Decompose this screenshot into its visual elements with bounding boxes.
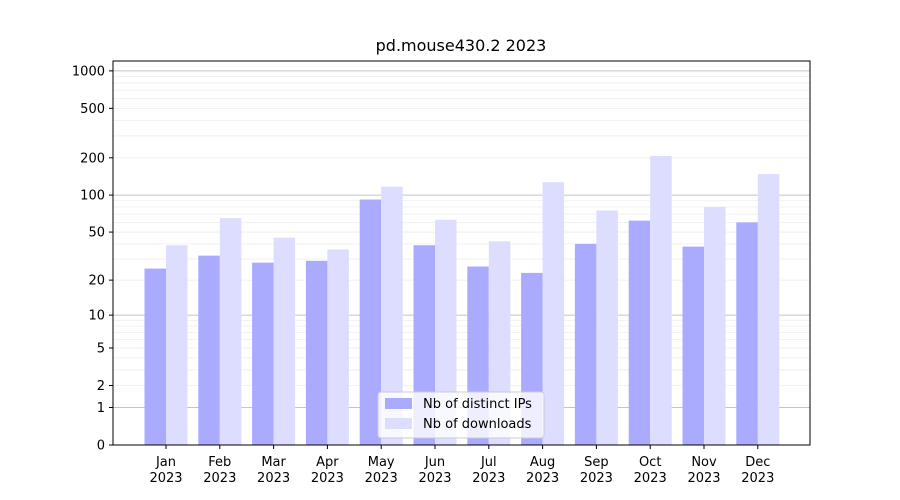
y-tick-label: 20 bbox=[88, 274, 105, 289]
bar-distinct-ips bbox=[252, 262, 274, 445]
bar-distinct-ips bbox=[198, 255, 220, 445]
bar-downloads bbox=[273, 237, 296, 445]
chart-title: pd.mouse430.2 2023 bbox=[376, 36, 547, 55]
bar-distinct-ips bbox=[682, 246, 704, 445]
x-tick-label: Jan bbox=[155, 455, 176, 470]
x-tick-label: 2023 bbox=[203, 471, 236, 486]
legend-box bbox=[377, 391, 545, 439]
x-tick-label: Sep bbox=[584, 455, 609, 470]
x-tick-label: Feb bbox=[208, 455, 231, 470]
x-tick-label: 2023 bbox=[257, 471, 290, 486]
x-tick-label: 2023 bbox=[580, 471, 613, 486]
x-tick-label: 2023 bbox=[311, 471, 344, 486]
x-tick-label: 2023 bbox=[149, 471, 182, 486]
bar-downloads bbox=[596, 210, 618, 445]
y-tick-label: 100 bbox=[80, 189, 105, 204]
x-tick-label: Apr bbox=[316, 455, 339, 470]
legend: Nb of distinct IPs Nb of downloads bbox=[377, 391, 545, 439]
legend-label-distinct-ips: Nb of distinct IPs bbox=[423, 397, 532, 412]
bar-distinct-ips bbox=[359, 199, 382, 445]
x-tick-label: Dec bbox=[745, 455, 770, 470]
x-axis: Jan2023Feb2023Mar2023Apr2023May2023Jun20… bbox=[149, 445, 774, 486]
y-tick-label: 1 bbox=[97, 401, 105, 416]
x-tick-label: May bbox=[368, 455, 395, 470]
x-tick-label: Oct bbox=[639, 455, 661, 470]
x-tick-label: 2023 bbox=[687, 471, 720, 486]
x-tick-label: 2023 bbox=[741, 471, 774, 486]
x-tick-label: 2023 bbox=[526, 471, 559, 486]
bar-downloads bbox=[542, 182, 565, 445]
x-tick-label: Jun bbox=[424, 455, 445, 470]
y-tick-label: 50 bbox=[88, 226, 105, 241]
plot-frame bbox=[112, 60, 811, 446]
x-tick-label: Nov bbox=[691, 455, 717, 470]
bar-distinct-ips bbox=[574, 243, 597, 445]
bar-downloads bbox=[166, 245, 188, 445]
bar-downloads bbox=[650, 155, 672, 445]
bar-downloads bbox=[381, 186, 403, 445]
y-tick-label: 0 bbox=[97, 439, 105, 454]
bar-downloads bbox=[435, 219, 457, 445]
bar-distinct-ips bbox=[305, 260, 328, 445]
bar-distinct-ips bbox=[628, 220, 651, 445]
x-tick-label: Jul bbox=[480, 455, 497, 470]
y-tick-label: 2 bbox=[97, 379, 105, 394]
x-tick-label: 2023 bbox=[418, 471, 451, 486]
y-axis: 0 1 2 5 10 20 50 100 200 500 1000 bbox=[72, 64, 113, 454]
y-tick-label: 1000 bbox=[72, 64, 105, 79]
bar-downloads bbox=[327, 249, 349, 445]
x-tick-label: 2023 bbox=[634, 471, 667, 486]
bar-downloads bbox=[219, 218, 242, 445]
legend-swatch-downloads bbox=[385, 418, 412, 429]
bar-distinct-ips bbox=[144, 268, 166, 445]
x-tick-label: 2023 bbox=[365, 471, 398, 486]
legend-label-downloads: Nb of downloads bbox=[423, 417, 532, 432]
x-tick-label: Aug bbox=[530, 455, 555, 470]
bars bbox=[144, 155, 780, 445]
bar-downloads bbox=[757, 174, 780, 445]
legend-swatch-distinct-ips bbox=[385, 398, 412, 409]
y-tick-label: 200 bbox=[80, 151, 105, 166]
x-tick-label: 2023 bbox=[472, 471, 505, 486]
x-tick-label: Mar bbox=[261, 455, 286, 470]
bar-downloads bbox=[704, 207, 726, 445]
y-tick-label: 10 bbox=[88, 309, 105, 324]
y-tick-label: 5 bbox=[97, 341, 105, 356]
bar-distinct-ips bbox=[736, 222, 758, 445]
y-tick-label: 500 bbox=[80, 102, 105, 117]
